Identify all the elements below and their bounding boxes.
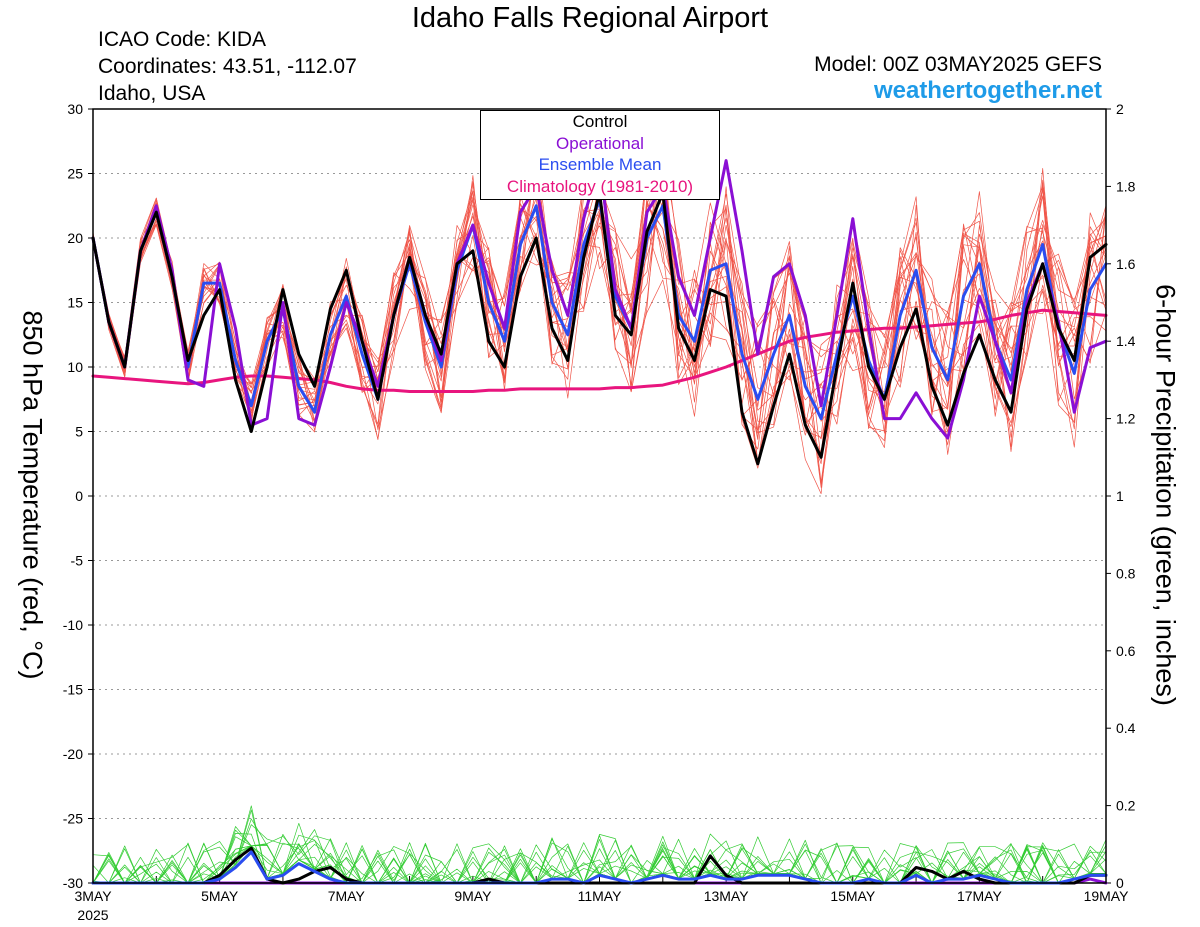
y2-tick-label: 1.6 — [1116, 256, 1136, 272]
climatology-line — [91, 308, 1108, 393]
x-tick-label: 19MAY — [1084, 888, 1130, 904]
y2-tick-label: 0.2 — [1116, 798, 1136, 814]
x-tick-label: 9MAY — [454, 888, 492, 904]
legend-ensemble-mean: Ensemble Mean — [538, 155, 662, 174]
plot-frame — [92, 108, 1107, 884]
y2-tick-label: 1 — [1116, 488, 1124, 504]
x-tick-label: 7MAY — [328, 888, 366, 904]
model-run: Model: 00Z 03MAY2025 GEFS — [814, 53, 1102, 76]
legend: Control Operational Ensemble Mean Climat… — [480, 110, 720, 200]
x-tick-label: 15MAY — [830, 888, 876, 904]
precip-member-line — [92, 826, 1107, 884]
legend-control: Control — [572, 112, 628, 131]
y-tick-label: 15 — [67, 295, 83, 311]
y2-tick-label: 1.4 — [1116, 333, 1136, 349]
y-tick-label: 0 — [75, 488, 83, 504]
x-tick-label: 17MAY — [957, 888, 1003, 904]
y2-tick-label: 0.8 — [1116, 565, 1136, 581]
region: Idaho, USA — [98, 82, 206, 105]
y-tick-label: -25 — [63, 811, 83, 827]
y-tick-label: 10 — [67, 359, 83, 375]
precip-member-line — [92, 809, 1107, 884]
x-tick-label: 13MAY — [704, 888, 750, 904]
website-link[interactable]: weathertogether.net — [873, 77, 1102, 104]
y2-tick-label: 0 — [1116, 875, 1124, 891]
y2-tick-label: 0.4 — [1116, 720, 1136, 736]
y-tick-label: -10 — [63, 617, 83, 633]
chart-title: Idaho Falls Regional Airport — [411, 2, 769, 34]
y-tick-label: -20 — [63, 746, 83, 762]
y-tick-label: -5 — [71, 553, 84, 569]
x-tick-label: 5MAY — [201, 888, 239, 904]
x-tick-sublabel: 2025 — [77, 907, 108, 923]
legend-climatology: Climatology (1981-2010) — [506, 176, 694, 196]
x-tick-label: 11MAY — [578, 888, 622, 904]
temp-member-line — [92, 172, 1107, 469]
y-tick-label: -15 — [63, 682, 83, 698]
y-axis-title-right: 6-hour Precipitation (green, inches) — [1150, 284, 1181, 706]
x-tick-label: 3MAY — [74, 888, 112, 904]
temp-member-line — [92, 157, 1107, 428]
y-tick-label: 20 — [67, 230, 83, 246]
y-tick-label: 5 — [75, 424, 83, 440]
precip-member-line — [92, 805, 1107, 884]
coordinates: Coordinates: 43.51, -112.07 — [98, 55, 357, 78]
y-tick-label: -30 — [63, 875, 83, 891]
y-tick-label: 25 — [67, 166, 83, 182]
precip-mean-line — [91, 850, 1108, 885]
y2-tick-label: 2 — [1116, 101, 1124, 117]
y-tick-label: 30 — [67, 101, 83, 117]
y2-tick-label: 1.2 — [1116, 411, 1136, 427]
icao-code: ICAO Code: KIDA — [98, 28, 267, 51]
y-axis-title-left: 850 hPa Temperature (red, °C) — [17, 310, 48, 680]
legend-operational: Operational — [556, 133, 644, 153]
y2-tick-label: 1.8 — [1116, 178, 1136, 194]
y2-tick-label: 0.6 — [1116, 643, 1136, 659]
temp-control-line — [91, 191, 1108, 466]
